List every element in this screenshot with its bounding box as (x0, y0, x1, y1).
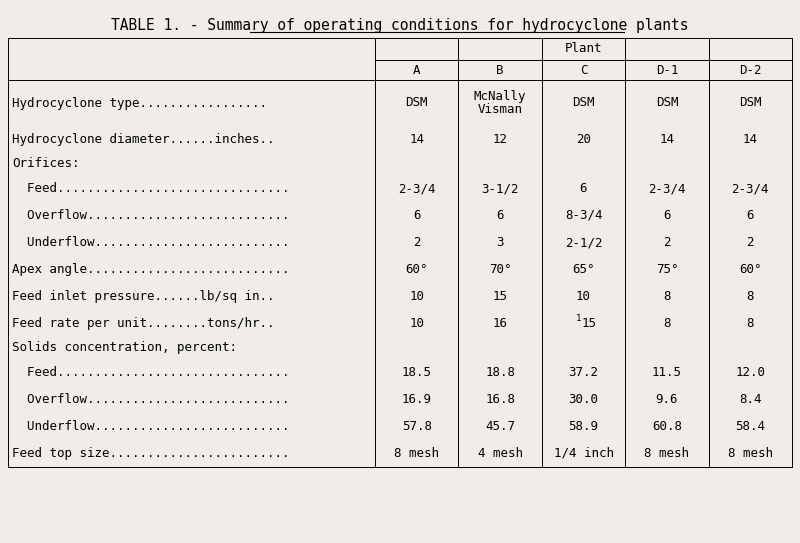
Text: 12: 12 (493, 133, 508, 146)
Text: 14: 14 (659, 133, 674, 146)
Text: 18.8: 18.8 (485, 366, 515, 379)
Text: 45.7: 45.7 (485, 420, 515, 433)
Text: 10: 10 (409, 317, 424, 330)
Text: 2-3/4: 2-3/4 (648, 182, 686, 195)
Text: Feed rate per unit........tons/hr..: Feed rate per unit........tons/hr.. (12, 317, 274, 330)
Text: 2: 2 (746, 236, 754, 249)
Text: Visman: Visman (478, 103, 522, 116)
Text: 2: 2 (663, 236, 670, 249)
Text: 15: 15 (582, 317, 597, 330)
Text: Plant: Plant (565, 42, 602, 55)
Text: 1: 1 (576, 314, 582, 323)
Text: 2: 2 (413, 236, 421, 249)
Text: 8-3/4: 8-3/4 (565, 209, 602, 222)
Text: Apex angle...........................: Apex angle........................... (12, 263, 290, 276)
Text: Underflow..........................: Underflow.......................... (12, 236, 290, 249)
Text: 37.2: 37.2 (569, 366, 598, 379)
Text: 6: 6 (413, 209, 421, 222)
Text: 70°: 70° (489, 263, 511, 276)
Text: 4 mesh: 4 mesh (478, 447, 522, 460)
Text: 58.9: 58.9 (569, 420, 598, 433)
Text: B: B (496, 64, 504, 77)
Text: 10: 10 (576, 290, 591, 303)
Text: 14: 14 (742, 133, 758, 146)
Text: Feed...............................: Feed............................... (12, 182, 290, 195)
Text: 75°: 75° (656, 263, 678, 276)
Text: 9.6: 9.6 (656, 393, 678, 406)
Text: 60°: 60° (739, 263, 762, 276)
Text: 15: 15 (493, 290, 508, 303)
Text: 20: 20 (576, 133, 591, 146)
Text: 3-1/2: 3-1/2 (482, 182, 519, 195)
Text: Underflow..........................: Underflow.......................... (12, 420, 290, 433)
Text: 8: 8 (663, 317, 670, 330)
Text: McNally: McNally (474, 90, 526, 103)
Text: DSM: DSM (739, 97, 762, 110)
Text: 8: 8 (746, 290, 754, 303)
Text: Feed...............................: Feed............................... (12, 366, 290, 379)
Text: 16.8: 16.8 (485, 393, 515, 406)
Text: A: A (413, 64, 421, 77)
Text: 8.4: 8.4 (739, 393, 762, 406)
Text: 8 mesh: 8 mesh (394, 447, 439, 460)
Text: 16.9: 16.9 (402, 393, 432, 406)
Text: Orifices:: Orifices: (12, 157, 79, 170)
Text: 6: 6 (746, 209, 754, 222)
Text: 65°: 65° (572, 263, 594, 276)
Text: 2-3/4: 2-3/4 (731, 182, 769, 195)
Text: 8 mesh: 8 mesh (728, 447, 773, 460)
Text: TABLE 1. - Summary of operating conditions for hydrocyclone plants: TABLE 1. - Summary of operating conditio… (111, 18, 689, 33)
Text: 60.8: 60.8 (652, 420, 682, 433)
Text: 11.5: 11.5 (652, 366, 682, 379)
Text: C: C (580, 64, 587, 77)
Text: 2-3/4: 2-3/4 (398, 182, 435, 195)
Text: Feed top size........................: Feed top size........................ (12, 447, 290, 460)
Text: 30.0: 30.0 (569, 393, 598, 406)
Text: 8 mesh: 8 mesh (645, 447, 690, 460)
Text: 58.4: 58.4 (735, 420, 766, 433)
Text: 16: 16 (493, 317, 508, 330)
Text: D-1: D-1 (656, 64, 678, 77)
Text: Overflow...........................: Overflow........................... (12, 209, 290, 222)
Text: 3: 3 (496, 236, 504, 249)
Text: 18.5: 18.5 (402, 366, 432, 379)
Text: 60°: 60° (406, 263, 428, 276)
Text: 8: 8 (663, 290, 670, 303)
Text: 6: 6 (580, 182, 587, 195)
Text: 8: 8 (746, 317, 754, 330)
Text: Hydrocyclone diameter......inches..: Hydrocyclone diameter......inches.. (12, 133, 274, 146)
Text: DSM: DSM (656, 97, 678, 110)
Text: 10: 10 (409, 290, 424, 303)
Text: Hydrocyclone type.................: Hydrocyclone type................. (12, 97, 267, 110)
Text: 6: 6 (496, 209, 504, 222)
Text: 14: 14 (409, 133, 424, 146)
Text: Solids concentration, percent:: Solids concentration, percent: (12, 341, 237, 354)
Text: Overflow...........................: Overflow........................... (12, 393, 290, 406)
Text: 12.0: 12.0 (735, 366, 766, 379)
Text: Feed inlet pressure......lb/sq in..: Feed inlet pressure......lb/sq in.. (12, 290, 274, 303)
Text: DSM: DSM (572, 97, 594, 110)
Text: 6: 6 (663, 209, 670, 222)
Text: 2-1/2: 2-1/2 (565, 236, 602, 249)
Text: D-2: D-2 (739, 64, 762, 77)
Text: 57.8: 57.8 (402, 420, 432, 433)
Text: 1/4 inch: 1/4 inch (554, 447, 614, 460)
Text: DSM: DSM (406, 97, 428, 110)
